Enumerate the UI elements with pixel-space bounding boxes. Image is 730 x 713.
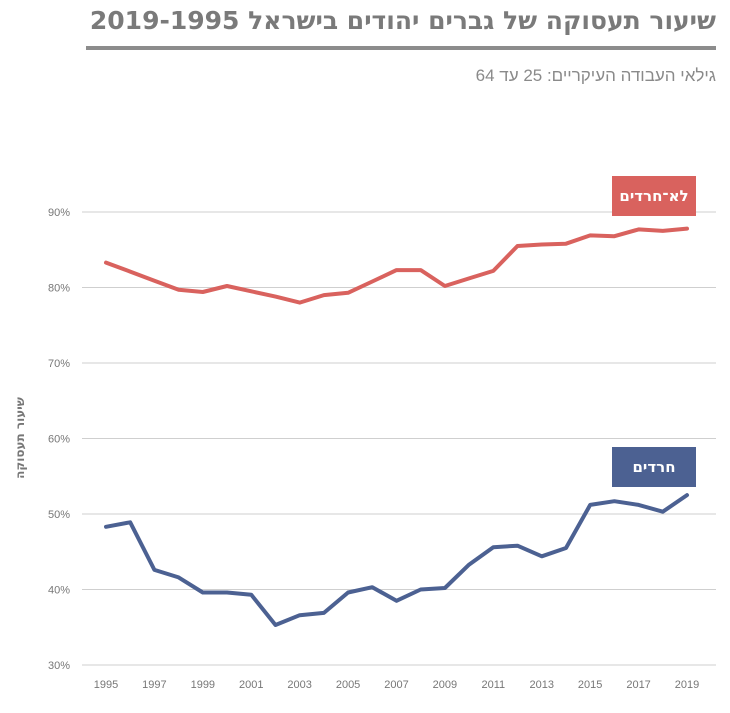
chart-title: שיעור תעסוקה של גברים יהודים בישראל 2019… <box>89 6 716 35</box>
y-tick-labels: 30% 40% 50% 60% 70% 80% 90% <box>48 207 70 672</box>
title-divider <box>86 46 716 50</box>
series-line-1 <box>104 493 689 627</box>
x-tick-label: 1997 <box>142 679 166 691</box>
series-labels: לא־חרדים חרדים <box>612 176 696 487</box>
x-tick-label: 2015 <box>578 679 602 691</box>
x-tick-labels: 1995 1997 1999 2001 2003 2005 2007 2009 2011 2013… <box>94 679 699 691</box>
x-tick-label: 1999 <box>191 679 215 691</box>
x-tick-label: 2013 <box>530 679 554 691</box>
x-tick-label: 2007 <box>384 679 408 691</box>
y-tick-label: 40% <box>48 585 70 597</box>
y-tick-label: 70% <box>48 358 70 370</box>
y-axis-label: שיעור תעסוקה <box>13 397 27 479</box>
x-tick-label: 2011 <box>482 679 506 691</box>
x-tick-label: 2003 <box>287 679 311 691</box>
chart-subtitle: גילאי העבודה העיקריים: 25 עד 64 <box>475 66 716 85</box>
x-tick-label: 2019 <box>675 679 699 691</box>
gridlines <box>82 211 716 666</box>
series-label-1: חרדים <box>632 458 675 476</box>
y-tick-label: 60% <box>48 434 70 446</box>
x-tick-label: 2017 <box>626 679 650 691</box>
series-label-box-1 <box>612 447 696 487</box>
series-line-0 <box>104 226 689 305</box>
x-tick-label: 2005 <box>336 679 360 691</box>
y-tick-label: 50% <box>48 509 70 521</box>
y-tick-label: 30% <box>48 660 70 672</box>
series-label-0: לא־חרדים <box>619 187 688 205</box>
x-tick-label: 2009 <box>433 679 457 691</box>
y-tick-label: 80% <box>48 283 70 295</box>
series-lines <box>104 226 689 627</box>
x-tick-label: 2001 <box>239 679 263 691</box>
x-tick-label: 1995 <box>94 679 118 691</box>
series-label-box-0 <box>612 176 696 216</box>
y-tick-label: 90% <box>48 207 70 219</box>
